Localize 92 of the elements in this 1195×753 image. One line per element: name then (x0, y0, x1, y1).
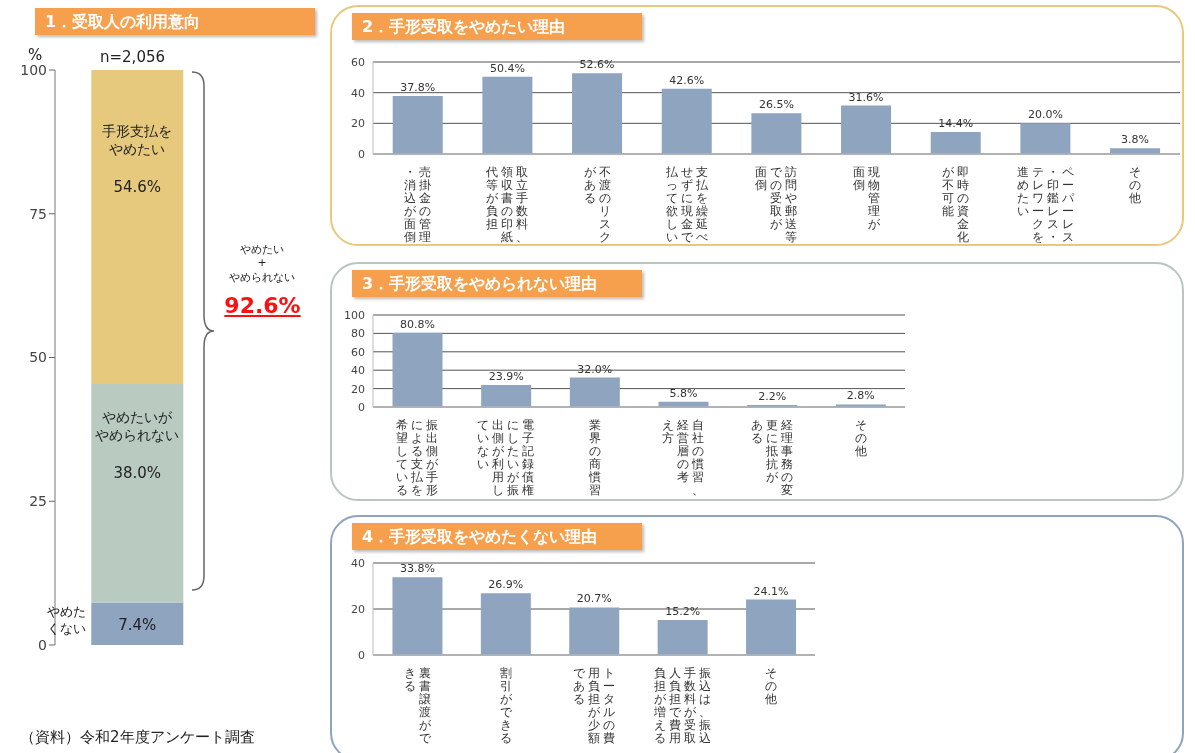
data-label: 54.6% (113, 178, 162, 197)
data-label: 24.1% (753, 584, 789, 598)
x-tick-label: 割引ができる (498, 666, 513, 745)
bar (657, 620, 708, 655)
data-label: 26.5% (758, 98, 794, 112)
x-tick-label: 業界の商慣習 (587, 418, 602, 497)
bar (482, 76, 533, 154)
y-tick-label: 20 (351, 602, 365, 616)
category-label: ペーパーレス・印鑑レス・テレワークを進めたい (1016, 165, 1074, 244)
bar (569, 607, 620, 655)
y-tick-label: 80 (351, 327, 365, 341)
data-label: 31.6% (848, 90, 884, 104)
y-tick-label: 0 (38, 636, 47, 653)
bar (930, 131, 981, 154)
y-tick-label: 100 (20, 61, 47, 78)
category-label: 現物管理が面倒 (852, 165, 880, 231)
x-tick-label: その他 (763, 666, 778, 708)
data-label: 20.7% (576, 592, 612, 606)
category-label: 支払を繰延べせずに現金で払って欲しい (665, 165, 708, 244)
x-tick-label: その他 (1128, 165, 1143, 207)
category-label: トータルの費用負担が少額である (572, 666, 615, 745)
y-tick-label: 50 (29, 349, 47, 366)
bar (392, 332, 443, 407)
text: + (256, 256, 268, 269)
bar (91, 383, 184, 603)
bar (572, 73, 623, 154)
y-tick-label: 40 (351, 556, 365, 570)
category-label: 訪問や郵送等での受取が面倒 (755, 165, 798, 244)
category-label: 不渡のリスクがある (583, 165, 611, 244)
y-tick-label: 0 (358, 147, 365, 161)
bar (392, 577, 443, 655)
y-tick-label: 25 (29, 493, 47, 510)
data-label: 2.8% (846, 389, 875, 403)
bar (841, 105, 892, 154)
category-label: 売掛金の管理・消込が面倒 (404, 165, 432, 244)
bar (91, 70, 184, 384)
chart-title: 2．手形受取をやめたい理由 (352, 13, 642, 40)
series-label: やめたいがやめられない (94, 407, 181, 444)
data-label: 3.8% (1121, 133, 1150, 147)
data-label: 37.8% (400, 81, 436, 95)
bar (392, 96, 443, 154)
y-axis-title: % (28, 46, 43, 64)
bar (481, 385, 532, 407)
y-tick-label: 0 (358, 400, 365, 414)
bar (480, 593, 531, 655)
category-label: 振込は、振込手数料が受取人負担で費用負担が増える (653, 666, 711, 745)
y-tick-label: 0 (358, 648, 365, 662)
data-label: 20.0% (1027, 108, 1063, 122)
bar (91, 602, 184, 645)
data-label: 23.9% (488, 370, 524, 384)
series-label: 手形支払をやめたい (101, 122, 174, 159)
y-tick-label: 40 (351, 86, 365, 100)
bar (746, 599, 797, 655)
category-label: 取立手数料、領収書の印紙代等が負担 (486, 165, 529, 244)
category-label: 裏書譲渡ができる (403, 666, 431, 745)
data-label: 80.8% (400, 317, 435, 331)
category-label: 経理事務の変更に抵抗がある (750, 418, 793, 497)
data-label: 38.0% (113, 463, 162, 482)
data-label: 15.2% (665, 605, 701, 619)
series-label: やめたくない (45, 604, 87, 639)
text: 92.6% (223, 293, 302, 318)
bar (751, 113, 802, 154)
y-tick-label: 40 (351, 364, 365, 378)
category-label: 即時の資金化が不可能 (942, 165, 970, 244)
y-tick-label: 60 (351, 55, 365, 69)
category-label: 電子記録債権にしたいが振出側が利用していない (477, 418, 535, 497)
chart-title: 3．手形受取をやめられない理由 (352, 270, 642, 297)
data-label: 33.8% (399, 562, 435, 576)
data-label: 7.4% (118, 615, 157, 634)
y-tick-label: 60 (351, 345, 365, 359)
data-label: 26.9% (488, 578, 524, 592)
y-tick-label: 75 (29, 205, 47, 222)
data-label: 2.2% (758, 389, 787, 403)
bar (1020, 123, 1071, 154)
data-label: 52.6% (579, 58, 615, 72)
text: やめたい (239, 242, 285, 257)
chart-title: 4．手形受取をやめたくない理由 (352, 523, 642, 550)
text: n=2,056 (100, 48, 166, 66)
chart-title: 1．受取人の利用意向 (35, 8, 315, 35)
bar (569, 377, 620, 407)
data-label: 42.6% (669, 73, 705, 87)
y-tick-label: 100 (344, 308, 365, 322)
bar (661, 88, 712, 154)
x-tick-label: その他 (853, 418, 868, 460)
y-tick-label: 20 (351, 382, 365, 396)
data-label: 5.8% (669, 386, 698, 400)
category-label: 振出側が手形による支払を希望している (396, 418, 439, 497)
text: やめられない (228, 270, 296, 285)
data-label: 50.4% (489, 61, 525, 75)
y-tick-label: 20 (351, 117, 365, 131)
text: （資料）令和2年度アンケート調査 (20, 728, 255, 747)
category-label: 自社の慣習、経営層の考え方 (662, 418, 705, 497)
